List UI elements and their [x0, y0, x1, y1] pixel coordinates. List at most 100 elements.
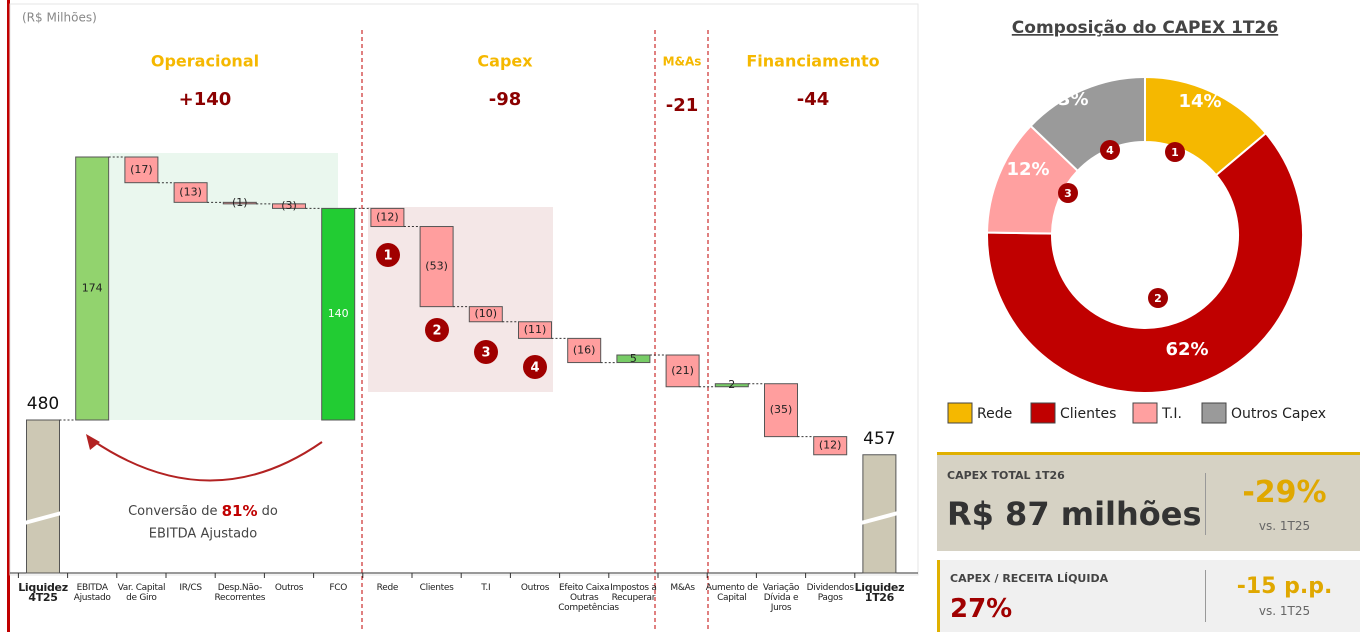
- kpi-change: -29%: [1242, 475, 1327, 510]
- legend-swatch: [1201, 402, 1227, 424]
- value-label: (12): [819, 439, 842, 452]
- frame: [9, 3, 919, 576]
- unit-label: (R$ Milhões): [22, 11, 97, 25]
- axis-break: [860, 511, 899, 525]
- separator: [1205, 570, 1206, 622]
- bar: [272, 203, 306, 209]
- x-tick-label: Clientes: [419, 583, 454, 593]
- x-tick-label: T.I: [481, 583, 491, 593]
- bar: [370, 207, 405, 228]
- capex-zone: [368, 207, 553, 392]
- x-tick-label: EBITDA Ajustado: [73, 583, 111, 603]
- bar: [665, 354, 700, 388]
- value-label: 457: [863, 429, 895, 449]
- bar: [764, 383, 798, 438]
- marker-label: 3: [481, 346, 490, 361]
- operational-zone: [110, 153, 338, 420]
- legend-swatch: [1030, 402, 1056, 424]
- x-tick-label: Efeito Caixa Outras Competências: [558, 583, 619, 613]
- x-tick-label: Liquidez 1T26: [854, 581, 905, 604]
- dividers: [361, 30, 709, 632]
- x-tick-label: M&As: [670, 583, 695, 593]
- marker-badge: [376, 243, 400, 267]
- pie-slice: [1029, 75, 1146, 173]
- value-label: (17): [130, 163, 153, 176]
- legend-label: Outros Capex: [1231, 406, 1326, 422]
- x-tick-label: Variação Dívida e Juros: [762, 583, 800, 613]
- marker-badge: [1148, 288, 1168, 308]
- section-name: Operacional: [151, 52, 259, 71]
- marker-label: 2: [1154, 292, 1162, 305]
- legend-label: Clientes: [1060, 406, 1116, 422]
- pie-slice: [986, 131, 1304, 394]
- x-tick-label: Impostos a Recuperar: [610, 583, 657, 603]
- kpi-compare: vs. 1T25: [1258, 519, 1311, 533]
- bar: [75, 156, 110, 421]
- value-label: 2: [728, 378, 735, 391]
- section-value: -21: [666, 95, 699, 116]
- bar: [124, 156, 159, 184]
- value-label: (12): [376, 210, 399, 223]
- bar: [714, 383, 749, 388]
- marker-label: 2: [432, 324, 441, 339]
- bar: [222, 201, 257, 205]
- kpi-card: CAPEX TOTAL 1T26 R$ 87 milhões -29% vs. …: [937, 452, 1360, 551]
- marker-badge: [1100, 140, 1120, 160]
- bar: [173, 182, 208, 203]
- value-label: 174: [82, 282, 103, 295]
- value-label: (16): [573, 343, 596, 356]
- marker-label: 1: [383, 249, 392, 264]
- bar: [616, 354, 651, 364]
- marker-badge: [474, 340, 498, 364]
- bar: [419, 226, 454, 308]
- pie-title: Composição do CAPEX 1T26: [1012, 18, 1278, 38]
- bar: [813, 436, 848, 456]
- x-tick-label: Desp.Não-Recorrentes: [214, 583, 266, 603]
- section-name: M&As: [663, 55, 702, 69]
- legend-label: T.I.: [1161, 406, 1182, 422]
- value-label: (3): [281, 199, 297, 212]
- value-label: (11): [524, 323, 547, 336]
- section-value: +140: [179, 89, 232, 110]
- legend-label: Rede: [977, 406, 1012, 422]
- kpi-compare: vs. 1T25: [1258, 604, 1311, 618]
- x-tick-label: Aumento de Capital: [705, 583, 758, 603]
- kpi-value: 27%: [950, 594, 1013, 624]
- section-name: Capex: [477, 52, 533, 71]
- accent-bar: [7, 0, 10, 632]
- bar: [518, 321, 552, 339]
- x-tick-label: IR/CS: [179, 583, 202, 593]
- slice-label: 14%: [1178, 91, 1221, 112]
- marker-label: 4: [1106, 144, 1114, 157]
- value-label: 5: [630, 352, 637, 365]
- kpi-change: -15 p.p.: [1236, 574, 1333, 599]
- marker-badge: [523, 355, 547, 379]
- kpi-label: CAPEX TOTAL 1T26: [947, 469, 1065, 482]
- kpi-value: R$ 87 milhões: [947, 495, 1202, 533]
- value-label: (21): [671, 364, 694, 377]
- section-value: -98: [489, 89, 522, 110]
- section-name: Financiamento: [746, 52, 879, 71]
- value-label: (1): [232, 196, 248, 209]
- bar: [468, 306, 503, 323]
- x-tick-label: Var. Capital de Giro: [117, 583, 166, 603]
- separator: [1205, 473, 1206, 535]
- x-tick-label: Rede: [376, 583, 399, 593]
- marker-badge: [425, 318, 449, 342]
- legend-swatch: [1132, 402, 1158, 424]
- value-label: (13): [179, 186, 202, 199]
- slice-label: 13%: [1045, 89, 1088, 110]
- marker-label: 4: [530, 361, 539, 376]
- slice-label: 62%: [1165, 339, 1208, 360]
- kpi-label: CAPEX / RECEITA LÍQUIDA: [950, 572, 1109, 585]
- x-tick-label: Outros: [274, 583, 304, 593]
- slice-label: 12%: [1006, 159, 1049, 180]
- x-tick-label: Outros: [520, 583, 550, 593]
- value-label: 140: [328, 307, 349, 320]
- kpi-card: CAPEX / RECEITA LÍQUIDA 27% -15 p.p. vs.…: [937, 560, 1360, 632]
- marker-badge: [1058, 183, 1078, 203]
- axis-break: [23, 511, 63, 525]
- bar: [26, 419, 60, 574]
